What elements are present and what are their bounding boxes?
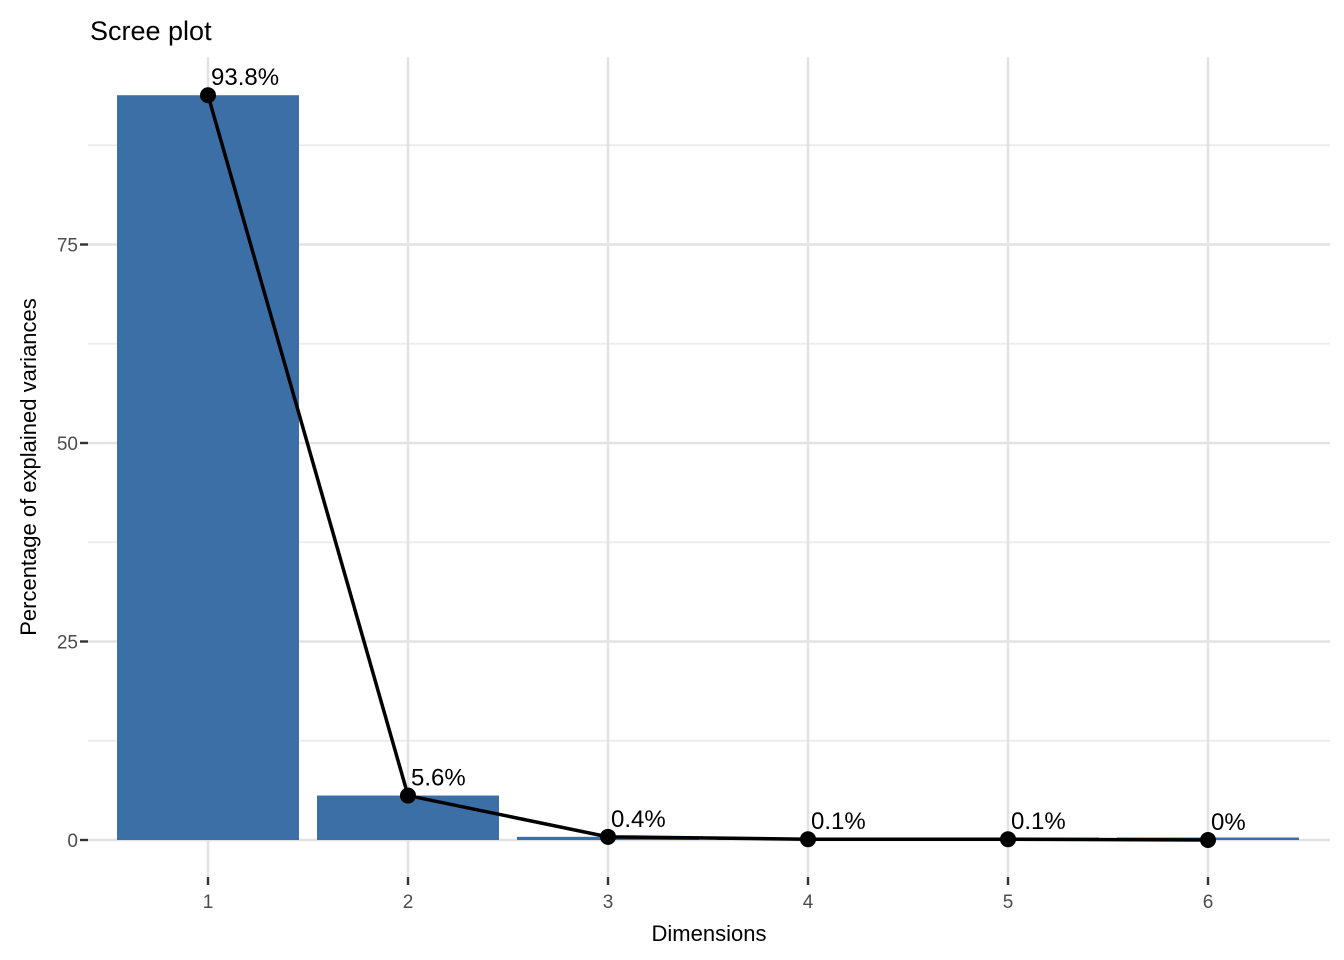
y-tick-label: 50 bbox=[57, 434, 78, 455]
y-axis-title: Percentage of explained variances bbox=[16, 298, 41, 636]
value-label-dim-2: 5.6% bbox=[411, 765, 466, 792]
data-point-dim-6 bbox=[1200, 832, 1216, 848]
x-tick-label: 6 bbox=[1203, 892, 1214, 913]
value-label-dim-6: 0% bbox=[1211, 809, 1246, 836]
y-tick-label: 0 bbox=[67, 831, 78, 852]
y-tick-label: 25 bbox=[57, 633, 78, 654]
value-label-dim-4: 0.1% bbox=[811, 808, 866, 835]
value-label-dim-3: 0.4% bbox=[611, 806, 666, 833]
y-tick-label: 75 bbox=[57, 236, 78, 257]
data-point-dim-1 bbox=[200, 87, 216, 104]
data-point-dim-5 bbox=[1000, 831, 1016, 848]
axis-tick-labels: 0 25 50 75 1 2 3 4 5 6 bbox=[57, 236, 1213, 914]
x-axis-title: Dimensions bbox=[652, 921, 767, 946]
data-point-dim-3 bbox=[600, 828, 616, 845]
x-tick-label: 2 bbox=[403, 892, 414, 913]
bar-dim-1 bbox=[117, 95, 299, 840]
line-series bbox=[200, 87, 1216, 848]
x-tick-label: 3 bbox=[603, 892, 614, 913]
value-label-dim-5: 0.1% bbox=[1011, 808, 1066, 835]
data-point-dim-4 bbox=[800, 831, 816, 848]
bars bbox=[117, 95, 1299, 840]
x-tick-label: 5 bbox=[1003, 892, 1014, 913]
chart-title: Scree plot bbox=[90, 16, 212, 46]
x-tick-label: 4 bbox=[803, 892, 814, 913]
x-tick-label: 1 bbox=[203, 892, 214, 913]
value-label-dim-1: 93.8% bbox=[211, 64, 279, 91]
variance-line bbox=[206, 94, 1209, 842]
axis-tick-marks bbox=[80, 243, 1210, 885]
value-labels: 93.8% 5.6% 0.4% 0.1% 0.1% 0% bbox=[211, 64, 1246, 836]
data-point-dim-2 bbox=[400, 787, 416, 804]
